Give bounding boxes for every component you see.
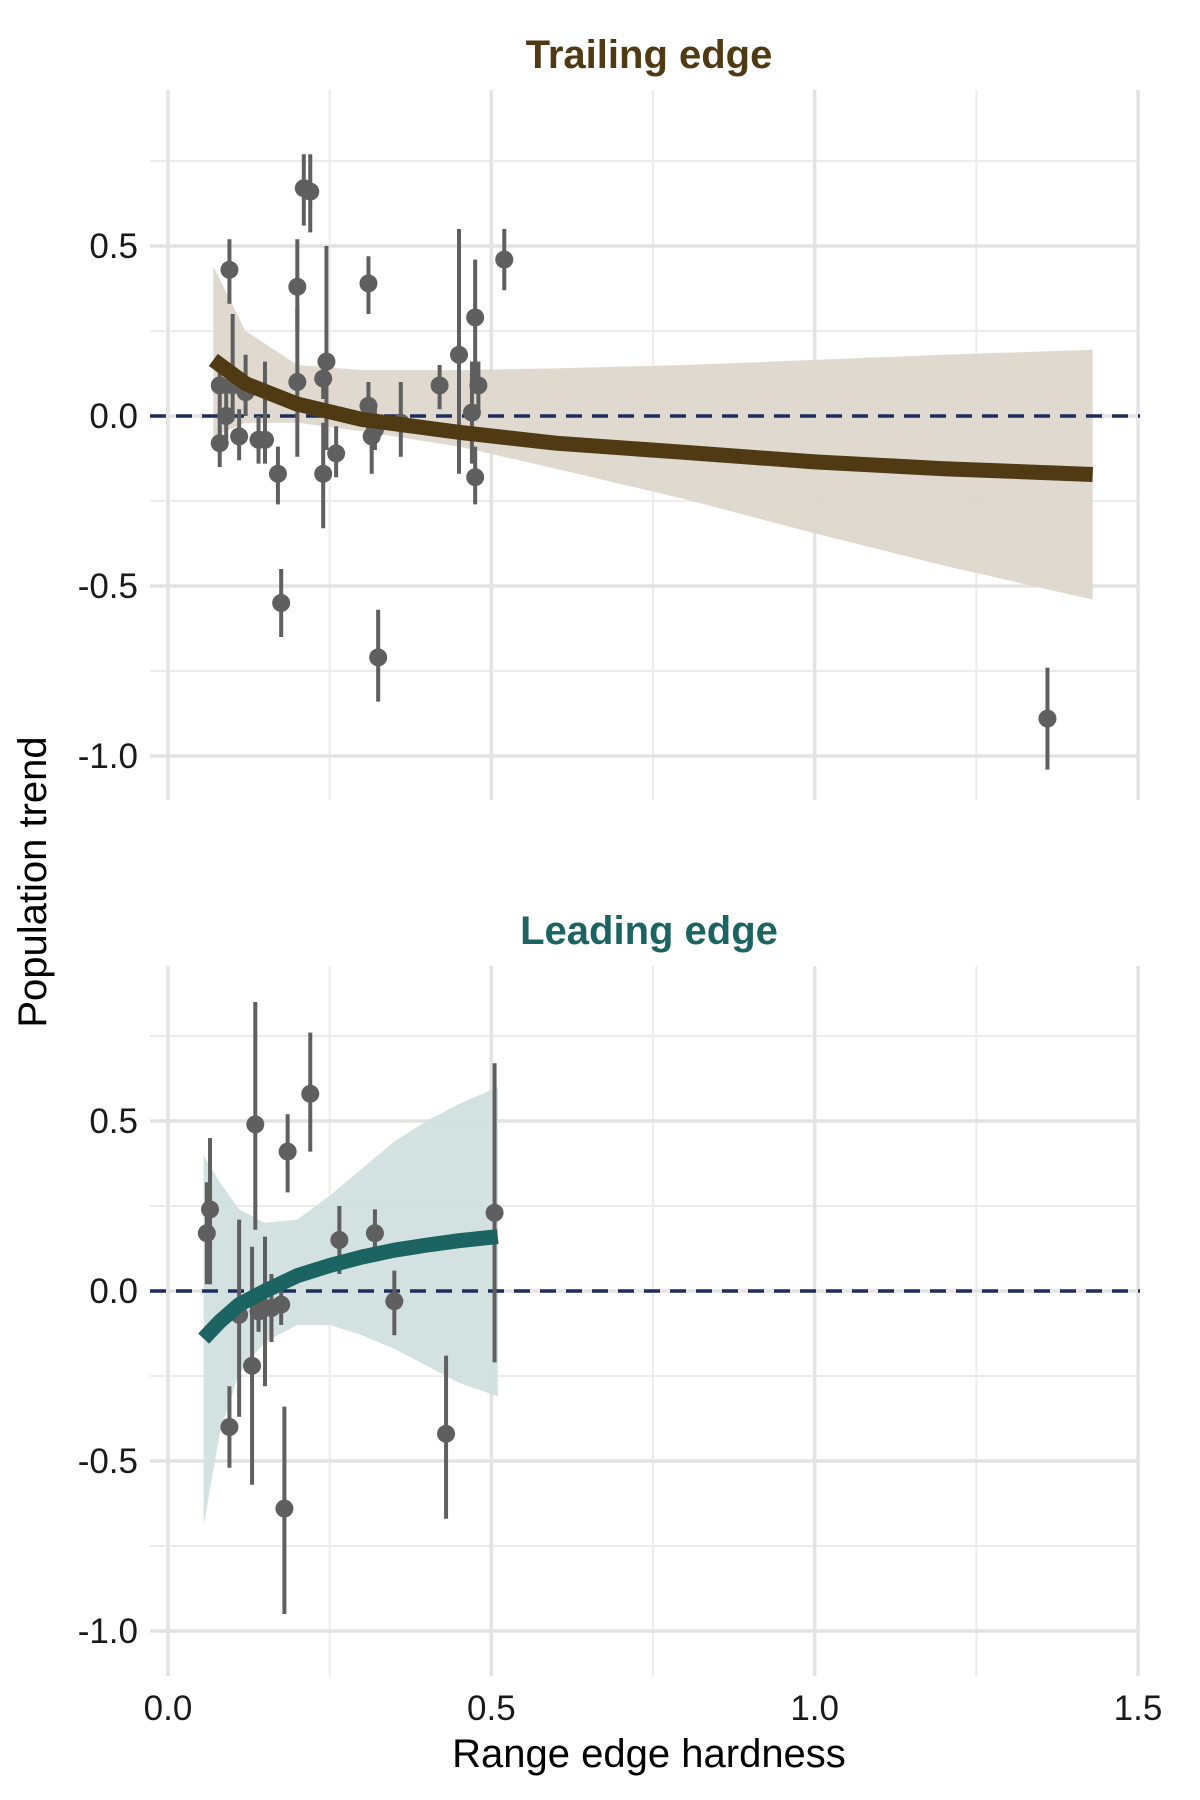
- data-point: [301, 154, 320, 233]
- y-tick-label: 0.5: [89, 227, 138, 266]
- point-marker: [365, 1224, 384, 1243]
- data-point: [437, 1355, 456, 1519]
- x-tick-label: 1.5: [1114, 1689, 1163, 1728]
- data-point: [243, 1246, 262, 1485]
- x-axis-title: Range edge hardness: [452, 1732, 846, 1776]
- point-marker: [385, 1292, 404, 1311]
- point-marker: [268, 464, 287, 483]
- y-axis-title: Population trend: [11, 736, 55, 1027]
- point-marker: [495, 250, 514, 269]
- point-marker: [1038, 709, 1057, 728]
- point-marker: [288, 373, 307, 391]
- data-point: [365, 1209, 384, 1254]
- point-marker: [220, 260, 239, 279]
- point-marker: [197, 1224, 216, 1243]
- data-point: [272, 569, 291, 637]
- point-marker: [369, 648, 388, 667]
- x-axis: 0.0 0.5 1.0 1.5: [144, 1689, 1163, 1728]
- data-point: [485, 1063, 504, 1363]
- data-point: [268, 446, 287, 505]
- point-marker: [450, 345, 468, 364]
- data-point: [220, 1386, 239, 1468]
- data-point: [246, 1002, 265, 1230]
- confidence-band: [203, 1087, 498, 1526]
- point-marker: [230, 427, 249, 446]
- point-marker: [243, 1356, 262, 1375]
- point-marker: [301, 182, 320, 201]
- data-point: [314, 422, 333, 529]
- y-tick-label: -1.0: [78, 737, 138, 776]
- panel-trailing-edge: Trailing edge 0.5 0.0 -0.5 -1.0: [78, 33, 1140, 800]
- data-point: [275, 1406, 294, 1614]
- point-marker: [466, 308, 485, 327]
- data-point: [301, 1032, 320, 1152]
- data-point: [1038, 667, 1057, 770]
- data-point: [278, 1114, 297, 1193]
- data-point: [430, 365, 449, 410]
- point-marker: [317, 352, 336, 371]
- point-marker: [437, 1424, 456, 1443]
- point-marker: [272, 1295, 291, 1314]
- point-marker: [272, 594, 291, 612]
- data-point: [469, 361, 488, 413]
- point-marker: [256, 430, 274, 449]
- x-tick-label: 0.0: [144, 1689, 193, 1728]
- panel-leading-edge: Leading edge 0.5 0.0 -0.5 -1.0: [78, 909, 1140, 1676]
- point-marker: [275, 1499, 294, 1518]
- data-point: [256, 361, 274, 464]
- y-tick-label: -1.0: [78, 1612, 138, 1651]
- fitted-line: [198, 1229, 499, 1344]
- fitted-line: [208, 353, 1093, 482]
- data-point: [327, 426, 346, 478]
- data-point: [201, 1138, 220, 1285]
- point-marker: [330, 1231, 349, 1249]
- point-marker: [469, 376, 488, 395]
- y-tick-label: 0.0: [89, 397, 138, 436]
- y-tick-label: 0.0: [89, 1272, 138, 1311]
- point-marker: [278, 1142, 297, 1161]
- y-tick-label: -0.5: [78, 1442, 138, 1481]
- data-point: [230, 409, 249, 461]
- panel-title: Trailing edge: [526, 33, 773, 77]
- confidence-band: [213, 266, 1093, 600]
- data-point: [359, 256, 378, 314]
- point-marker: [288, 277, 307, 296]
- data-point: [288, 307, 307, 457]
- x-tick-label: 0.5: [467, 1689, 516, 1728]
- point-marker: [314, 369, 333, 388]
- point-marker: [430, 376, 449, 395]
- data-point: [495, 229, 514, 291]
- data-point: [466, 259, 485, 382]
- point-marker: [327, 444, 346, 463]
- point-marker: [314, 464, 333, 483]
- panel-title: Leading edge: [520, 909, 778, 953]
- point-marker: [301, 1084, 320, 1103]
- y-tick-label: -0.5: [78, 567, 138, 606]
- point-marker: [246, 1115, 265, 1134]
- data-point: [385, 1270, 404, 1336]
- point-marker: [220, 1418, 239, 1436]
- data-point: [220, 239, 239, 304]
- data-point: [369, 609, 388, 702]
- y-tick-label: 0.5: [89, 1102, 138, 1141]
- point-marker: [485, 1203, 504, 1222]
- point-marker: [466, 468, 485, 487]
- point-marker: [201, 1200, 220, 1219]
- data-point: [466, 446, 485, 505]
- point-marker: [359, 274, 378, 293]
- x-tick-label: 1.0: [790, 1689, 839, 1728]
